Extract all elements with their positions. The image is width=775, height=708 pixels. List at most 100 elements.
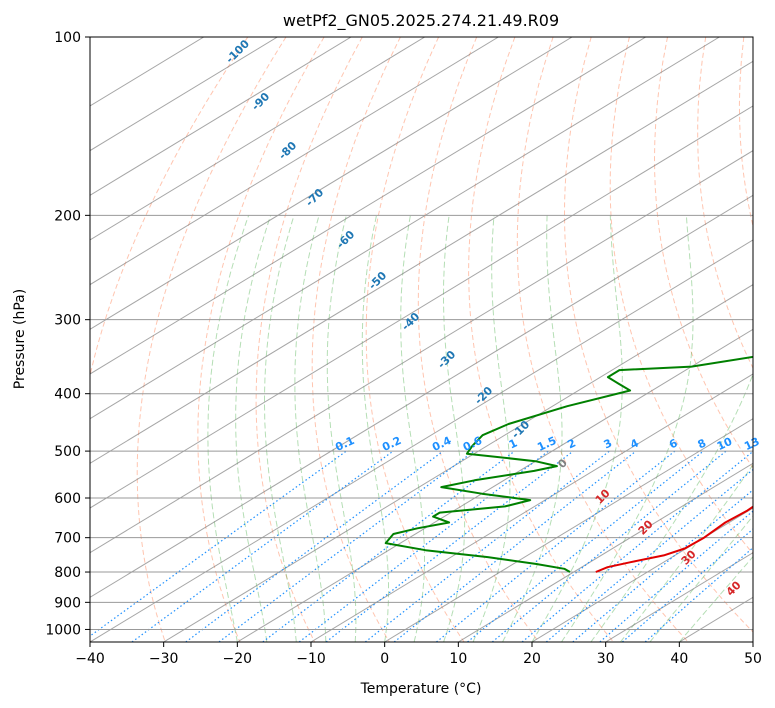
y-tick-label: 1000 xyxy=(45,622,81,638)
mixing-ratio-line xyxy=(131,450,394,642)
skewed-isotherm xyxy=(237,328,753,642)
background-lines xyxy=(90,37,753,642)
dry-adiabat xyxy=(468,37,614,642)
moist-adiabat xyxy=(620,463,753,642)
skewed-isotherm xyxy=(90,37,425,241)
dry-adiabat xyxy=(311,37,401,642)
y-axis-label: Pressure (hPa) xyxy=(12,289,28,389)
x-tick-label: 0 xyxy=(380,651,389,667)
mixing-ratio-line xyxy=(521,450,753,642)
dry-adiabat xyxy=(136,37,287,642)
y-axis: 100 200 300 400 500 600 700 800 900 1000 xyxy=(45,30,90,638)
dry-adiabat xyxy=(197,37,325,642)
skewed-isotherm xyxy=(90,37,278,152)
chart-title: wetPf2_GN05.2025.274.21.49.R09 xyxy=(283,11,559,31)
dry-adiabat xyxy=(738,37,753,229)
mixing-ratio-line xyxy=(90,450,347,637)
skewed-isotherm xyxy=(90,37,573,330)
skewed-isotherm xyxy=(90,37,646,375)
x-tick-label: 20 xyxy=(523,651,541,667)
mixing-ratio-label: 2 xyxy=(565,436,577,451)
x-tick-label: −20 xyxy=(223,651,253,667)
grid xyxy=(90,36,753,630)
isotherm-label: -20 xyxy=(472,384,495,407)
moist-adiabat xyxy=(561,215,694,642)
moist-adiabat xyxy=(361,215,389,642)
moist-adiabat xyxy=(531,215,623,642)
skewed-isotherm xyxy=(90,37,720,420)
skewed-isotherm xyxy=(90,60,753,464)
temperature-line xyxy=(595,505,753,573)
skewed-isotherm xyxy=(752,641,753,642)
dry-adiabat xyxy=(255,37,363,642)
moist-adiabat xyxy=(326,215,357,642)
x-tick-label: −30 xyxy=(149,651,179,667)
mixing-ratio-line xyxy=(262,450,515,642)
isotherm-label: -30 xyxy=(435,348,458,371)
mixing-ratio-line xyxy=(644,546,753,642)
y-tick-label: 400 xyxy=(54,387,81,403)
x-tick-label: 50 xyxy=(744,651,762,667)
dry-adiabat xyxy=(516,37,689,642)
skewed-isotherm xyxy=(458,462,753,642)
skewed-isotherm xyxy=(90,37,499,286)
skewed-isotherm xyxy=(163,284,753,642)
mixing-ratio-label: 10 xyxy=(715,435,735,453)
mixing-ratio-line xyxy=(298,450,549,642)
isotherm-label: -70 xyxy=(303,186,326,209)
mixing-ratio-label: 13 xyxy=(742,435,761,453)
mixing-ratio-line xyxy=(572,489,753,642)
iso-labels: 0.1 0.2 0.4 0.6 1 1.5 2 3 4 6 8 10 13-100-90-80-70-6… xyxy=(223,37,761,599)
skewed-isotherm xyxy=(90,37,352,196)
x-tick-label: −10 xyxy=(296,651,326,667)
moist-adiabat xyxy=(472,215,511,642)
mixing-ratio-line xyxy=(491,450,727,642)
moist-adiabat xyxy=(294,215,327,642)
moist-adiabat xyxy=(400,215,425,642)
mixing-ratio-label: 4 xyxy=(628,436,641,451)
isotherm-label: -100 xyxy=(223,37,252,66)
isotherm-label: 20 xyxy=(636,517,656,537)
skewed-isotherm xyxy=(90,105,753,509)
skewed-isotherm xyxy=(310,373,753,642)
plot-frame xyxy=(89,36,754,643)
x-axis: −40 −30 −20 −10 0 10 20 30 40 50 xyxy=(75,642,762,667)
dry-adiabat xyxy=(417,37,540,642)
mixing-ratio-label: 8 xyxy=(696,436,708,451)
dry-adiabat xyxy=(563,37,753,633)
dry-adiabat xyxy=(365,37,465,642)
moist-adiabat xyxy=(443,215,466,642)
y-tick-label: 800 xyxy=(54,565,81,581)
skewed-isotherm xyxy=(90,150,753,554)
moist-adiabat xyxy=(678,555,753,642)
mixing-ratio-line xyxy=(622,528,753,642)
series-layer xyxy=(384,355,753,573)
moist-adiabat xyxy=(235,215,272,642)
mixing-ratio-line xyxy=(545,468,753,642)
isotherm-label: 0 xyxy=(555,456,570,471)
isotherm-label: -60 xyxy=(334,228,357,251)
skewed-isotherm xyxy=(90,194,753,598)
y-tick-label: 500 xyxy=(54,444,81,460)
x-tick-label: 10 xyxy=(449,651,467,667)
skewed-isotherm xyxy=(679,596,753,642)
y-tick-label: 700 xyxy=(54,531,81,547)
skewed-isotherm xyxy=(384,418,753,642)
mixing-ratio-line xyxy=(467,450,704,642)
skewed-isotherm xyxy=(90,239,753,642)
isotherm-label: -50 xyxy=(366,269,389,292)
isotherm-label: 40 xyxy=(724,578,744,598)
x-tick-label: 30 xyxy=(597,651,615,667)
mixing-ratio-label: 3 xyxy=(602,436,614,451)
dry-adiabat xyxy=(90,37,249,642)
y-tick-label: 200 xyxy=(54,208,81,224)
dry-adiabat xyxy=(653,37,753,469)
dewpoint-line xyxy=(384,355,753,573)
skewed-isotherm xyxy=(90,37,204,107)
y-tick-label: 300 xyxy=(54,313,81,329)
x-tick-label: 40 xyxy=(670,651,688,667)
moist-adiabat xyxy=(207,215,250,642)
y-tick-label: 100 xyxy=(54,30,81,46)
y-tick-label: 600 xyxy=(54,491,81,507)
